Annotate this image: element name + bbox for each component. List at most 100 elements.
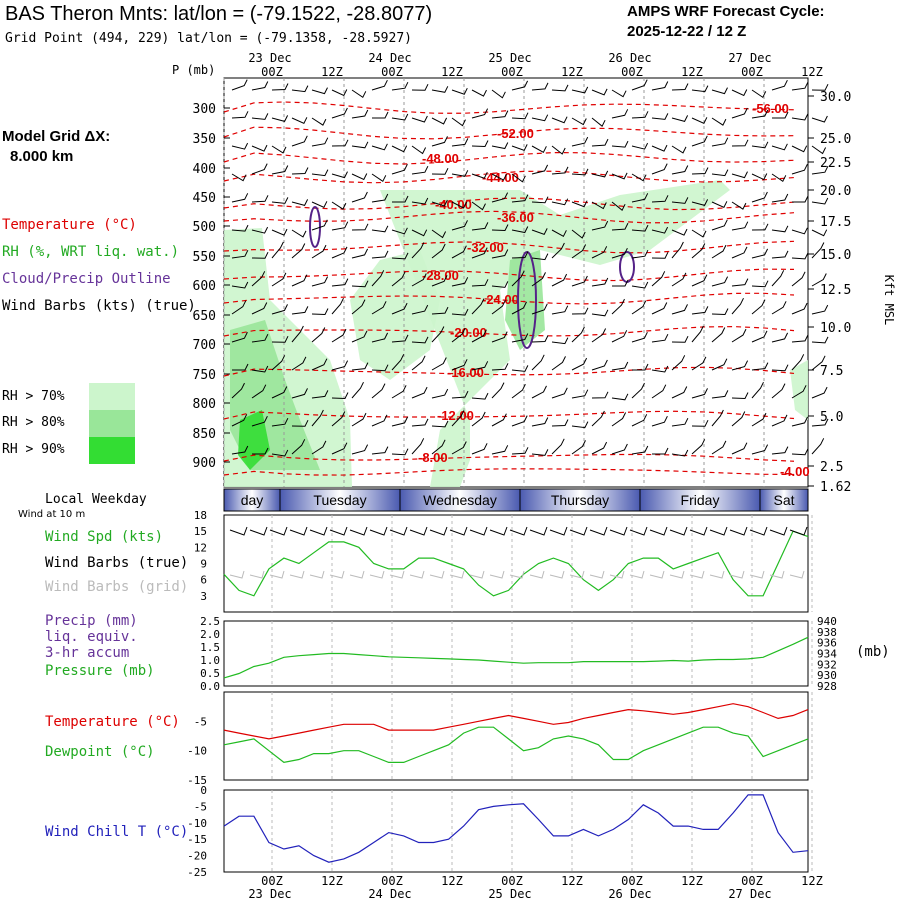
wind-barb — [551, 337, 569, 345]
wind-chill-tick-label: -15 — [187, 833, 207, 846]
wind-barb — [631, 300, 647, 315]
wind-barb — [571, 244, 587, 259]
wind-barb — [471, 222, 489, 231]
wind-barb-grid — [309, 570, 325, 579]
wind-barb — [371, 332, 389, 343]
wind-barb — [671, 241, 684, 259]
wind-barb — [271, 272, 287, 287]
wind-barb — [551, 242, 565, 259]
wind-barb — [731, 392, 749, 400]
temperature-line — [223, 703, 809, 740]
wind-barb — [511, 383, 526, 399]
wind-barb — [451, 138, 469, 147]
wind-barb — [451, 117, 466, 127]
wind-barb — [651, 302, 668, 315]
model-grid-label: Model Grid ΔX: — [2, 128, 111, 145]
wind-barb — [771, 173, 787, 183]
wind-barb — [371, 383, 386, 399]
wind-barb — [491, 89, 506, 99]
wind-barb — [531, 228, 548, 236]
grid-point-label: Grid Point (494, 229) lat/lon = (-79.135… — [5, 31, 412, 46]
wind-barb — [711, 219, 728, 231]
wind-barb — [351, 89, 367, 99]
wind-barb — [771, 414, 788, 427]
local-weekday-label: Local Weekday — [45, 492, 147, 507]
wind-barb — [751, 330, 768, 343]
hour-label-bottom: 12Z — [561, 874, 583, 888]
wind-barb-grid — [689, 570, 705, 579]
wind-barb — [391, 113, 409, 121]
hour-label-bottom: 12Z — [801, 874, 823, 888]
wind-barb — [751, 141, 769, 149]
kft-tick-label: 10.0 — [820, 321, 851, 336]
wind-barb — [711, 409, 724, 427]
weekday-band-segment — [759, 488, 809, 512]
kft-tick-label: 22.5 — [820, 156, 851, 171]
wind-barb — [291, 419, 309, 427]
pressure-tick-label: 900 — [193, 456, 216, 471]
wind-barb-true — [429, 526, 448, 536]
pressure-tick-label: 928 — [817, 680, 837, 693]
wind-barb-grid — [549, 570, 565, 579]
wind-barb — [391, 81, 409, 91]
wind-barb — [411, 165, 429, 175]
temperature-contour-label: -32.00 — [467, 240, 504, 255]
wind-barb — [511, 226, 529, 234]
rh90-swatch — [89, 437, 135, 464]
hour-label-top: 00Z — [741, 65, 763, 79]
wind-speed-legend: Wind Spd (kts) — [45, 529, 164, 545]
wind-barb — [691, 229, 707, 238]
wind-barb — [651, 163, 668, 175]
wind-barb-grid — [669, 570, 685, 579]
wind-barb — [611, 412, 627, 427]
temperature-contour-label: -12.00 — [437, 408, 474, 423]
wind-barb — [291, 243, 306, 259]
wind-barb — [811, 165, 829, 175]
wind-barb — [651, 113, 669, 120]
wind-barb — [411, 355, 426, 371]
wind-barb-true — [569, 526, 588, 536]
wind-barb — [791, 354, 805, 371]
wind-barb — [731, 246, 748, 259]
temperature-tick-label: -5 — [194, 715, 207, 728]
precip-tick-label: 0.5 — [200, 667, 220, 680]
wind-barb — [731, 360, 749, 371]
wind-chill-line — [223, 794, 809, 863]
wind-barb — [231, 79, 248, 91]
wind-barb — [691, 325, 704, 343]
temperature-contour — [223, 126, 795, 140]
wind-barb-true — [509, 526, 528, 536]
wind-barb — [711, 117, 727, 126]
wind-barb — [311, 409, 324, 427]
wind-barb — [691, 439, 706, 455]
weekday-label: Wednesday — [423, 492, 497, 508]
wind-barb — [531, 272, 546, 287]
wind-barb — [431, 86, 449, 93]
precip-legend-1: Precip (mm) — [45, 613, 138, 629]
wind-barb — [671, 165, 689, 175]
wind-barb-grid — [769, 570, 785, 579]
wind-barb-true — [389, 526, 408, 536]
pressure-tick-label: 934 — [817, 648, 837, 661]
wind-barb — [291, 135, 308, 147]
temperature-contour-label: -16.00 — [447, 365, 484, 380]
wind-barb-true — [789, 526, 808, 536]
wind-barb — [591, 201, 607, 210]
wind-barb — [391, 145, 408, 153]
forecast-cycle-label: AMPS WRF Forecast Cycle: — [627, 3, 825, 20]
wind-barb — [691, 243, 706, 259]
wind-barb-grid — [629, 570, 645, 579]
wind-barb — [751, 248, 769, 259]
hour-label-top: 12Z — [801, 65, 823, 79]
wind-barb — [291, 85, 309, 93]
pressure-line — [223, 636, 809, 679]
temperature-contour-label: -44.00 — [482, 170, 519, 185]
wind-barb-true — [269, 526, 288, 536]
wind-barb — [451, 441, 467, 455]
wind-barb — [231, 281, 249, 289]
wind-barb — [531, 417, 549, 427]
wind-barb — [351, 173, 368, 181]
wind-barb — [271, 83, 289, 91]
temperature-contour-label: -4.00 — [780, 464, 810, 479]
wind-barb — [391, 163, 408, 175]
